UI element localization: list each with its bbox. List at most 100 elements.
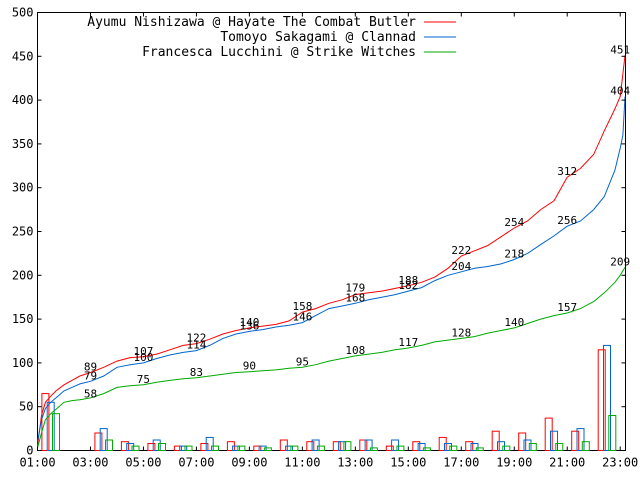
data-label-series-3: 90 — [243, 360, 256, 373]
hourly-bar-series-2 — [338, 441, 347, 452]
hourly-bar-series-1 — [94, 432, 103, 451]
data-label-series-1: 107 — [133, 345, 153, 358]
hourly-bar-series-2 — [417, 443, 426, 451]
hourly-bar-series-3 — [343, 441, 352, 452]
x-tick-label: 11:00 — [284, 456, 320, 470]
y-tick-label: 0 — [26, 444, 33, 458]
hourly-bar-series-1 — [412, 441, 421, 452]
hourly-bar-series-3 — [502, 445, 511, 452]
x-tick-label: 17:00 — [443, 456, 479, 470]
hourly-bar-series-1 — [306, 441, 315, 452]
hourly-bar-series-1 — [253, 445, 262, 452]
hourly-bar-series-3 — [369, 447, 378, 451]
data-label-series-1: 451 — [610, 43, 630, 56]
hourly-bar-series-2 — [523, 439, 532, 451]
data-label-series-2: 182 — [398, 279, 418, 292]
hourly-bar-series-3 — [290, 445, 299, 452]
data-label-series-3: 157 — [557, 301, 577, 314]
series-line-2 — [37, 96, 626, 442]
data-label-series-1: 89 — [84, 361, 97, 374]
hourly-bar-series-3 — [263, 447, 272, 451]
hourly-bar-series-3 — [211, 445, 219, 452]
y-tick-label: 500 — [12, 6, 34, 20]
legend: Ayumu Nishizawa @ Hayate The Combat Butl… — [87, 15, 456, 60]
hourly-bar-series-3 — [475, 447, 484, 451]
hourly-bar-series-1 — [173, 445, 182, 452]
hourly-bar-series-3 — [316, 445, 325, 452]
hourly-bar-series-2 — [576, 428, 585, 452]
data-label-series-1: 312 — [557, 165, 577, 178]
data-label-series-1: 158 — [292, 300, 312, 313]
x-tick-label: 09:00 — [231, 456, 267, 470]
hourly-bar-series-1 — [359, 439, 368, 451]
hourly-bar-series-3 — [52, 413, 60, 452]
data-label-series-1: 140 — [239, 316, 259, 329]
data-label-series-2: 168 — [345, 291, 365, 304]
x-tick-label: 15:00 — [390, 456, 426, 470]
x-tick-label: 03:00 — [72, 456, 108, 470]
data-label-series-1: 254 — [504, 216, 524, 229]
hourly-bar-series-2 — [444, 443, 452, 451]
hourly-bar-series-3 — [396, 445, 405, 452]
legend-label-series-2: Tomoyo Sakagami @ Clannad — [220, 30, 416, 45]
y-tick-label: 200 — [12, 268, 34, 282]
hourly-bar-series-3 — [184, 445, 193, 452]
hourly-bar-series-1 — [491, 430, 500, 452]
data-label-series-1: 404 — [610, 85, 630, 98]
data-label-series-2: 218 — [504, 248, 524, 261]
y-tick-label: 300 — [12, 181, 34, 195]
hourly-bar-series-3 — [555, 443, 564, 451]
hourly-bar-series-1 — [544, 417, 553, 452]
lines-layer — [37, 55, 626, 449]
x-tick-label: 21:00 — [549, 456, 585, 470]
hourly-bar-series-3 — [422, 447, 431, 451]
x-tick-label: 07:00 — [178, 456, 214, 470]
data-label-series-3: 83 — [190, 366, 203, 379]
hourly-bar-series-2 — [391, 439, 400, 451]
x-tick-label: 01:00 — [19, 456, 55, 470]
y-tick-label: 350 — [12, 137, 34, 151]
hourly-bar-series-2 — [285, 445, 294, 452]
series-line-1 — [37, 55, 626, 447]
data-label-series-3: 95 — [296, 355, 309, 368]
hourly-bar-series-1 — [571, 430, 580, 452]
hourly-bar-series-1 — [385, 445, 394, 452]
data-labels-layer: 89 107 122 140 158 179 188 222 254 312 404 451 79 100… — [84, 43, 631, 400]
series-line-3 — [37, 267, 626, 449]
hourly-bar-series-2 — [126, 443, 135, 451]
hourly-bar-series-1 — [518, 432, 527, 451]
hourly-bar-series-3 — [581, 441, 590, 452]
data-label-series-1: 122 — [186, 332, 206, 345]
hourly-bar-series-3 — [237, 445, 246, 452]
hourly-bar-series-2 — [46, 401, 55, 451]
data-label-series-3: 75 — [137, 373, 150, 386]
x-tick-label: 23:00 — [602, 456, 638, 470]
hourly-bar-series-1 — [332, 441, 341, 452]
data-label-series-3: 209 — [610, 255, 630, 268]
x-tick-label: 13:00 — [337, 456, 373, 470]
y-tick-label: 50 — [19, 400, 33, 414]
hourly-bar-series-2 — [364, 439, 373, 451]
data-label-series-2: 100 — [133, 351, 153, 364]
hourly-bar-series-2 — [232, 445, 241, 452]
data-label-series-3: 140 — [504, 316, 524, 329]
data-label-series-2: 256 — [557, 214, 577, 227]
y-tick-label: 150 — [12, 312, 34, 326]
hourly-bar-series-3 — [105, 439, 113, 451]
hourly-bar-series-1 — [279, 439, 288, 451]
hourly-bar-series-1 — [41, 393, 50, 452]
y-tick-label: 100 — [12, 356, 34, 370]
data-label-series-2: 146 — [292, 311, 312, 324]
x-tick-label: 05:00 — [125, 456, 161, 470]
hourly-bar-series-3 — [158, 443, 166, 451]
hourly-bar-series-2 — [152, 439, 161, 451]
axes-layer: 0 50 100 150 200 250 300 350 400 450 500 01:00 03:00… — [12, 6, 638, 470]
hourly-bar-series-1 — [597, 349, 606, 451]
data-label-series-1: 188 — [398, 274, 418, 287]
hourly-bar-series-3 — [608, 415, 617, 451]
hourly-bar-series-2 — [603, 344, 611, 451]
data-label-series-1: 179 — [345, 282, 365, 295]
hourly-bar-series-1 — [465, 441, 474, 452]
